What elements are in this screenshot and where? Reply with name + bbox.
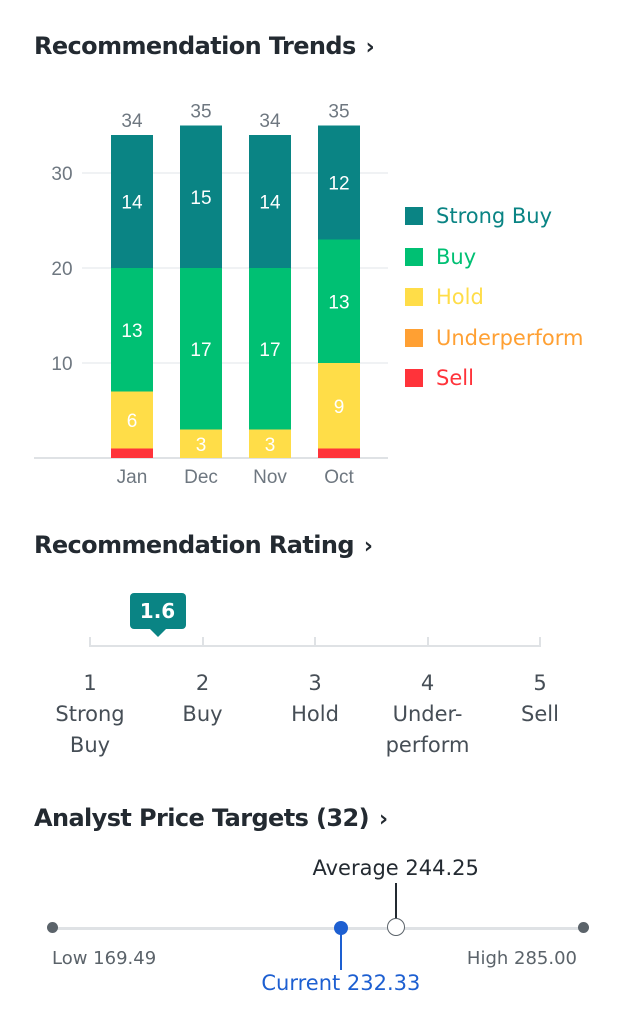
bar-segment-value-label: 12: [328, 174, 349, 195]
x-tick-label: Jan: [117, 467, 148, 488]
legend-label: Strong Buy: [436, 204, 553, 229]
low-price-label: Low 169.49: [52, 948, 157, 969]
legend-swatch: [405, 369, 423, 388]
bar-segment-value-label: 14: [259, 193, 281, 214]
bar-segment-hold: [318, 363, 360, 449]
legend-item-hold: Hold: [405, 277, 583, 318]
bar-total-label: 34: [259, 111, 281, 132]
legend-label: Hold: [436, 285, 484, 310]
recommendation-trends-chart: 10 20 30 6 13 14 34 Jan 3 17 15 35 Dec 3 17 14 34 Nov 9 13 1…: [34, 102, 388, 488]
x-tick-label: Oct: [324, 467, 354, 488]
legend-item-underperform: Underperform: [405, 318, 583, 359]
rating-value-badge: 1.6: [129, 593, 186, 637]
high-price-label: High 285.00: [466, 948, 577, 969]
rating-scale-tick: [201, 637, 204, 647]
bar-segment-value-label: 17: [190, 340, 211, 361]
rating-scale-tick: [426, 637, 429, 647]
y-tick-label: 20: [51, 259, 72, 280]
legend-label: Buy: [436, 244, 477, 269]
chart-legend: Strong Buy Buy Hold Underperform Sell: [405, 196, 583, 399]
bar-segment-strong-buy: [180, 125, 222, 268]
recommendation-rating-title[interactable]: Recommendation Rating ›: [34, 531, 373, 559]
bar-segment-buy: [318, 239, 360, 363]
chevron-right-icon: ›: [363, 534, 373, 559]
rating-scale-tick: [314, 637, 316, 647]
bar-segment-buy: [249, 268, 291, 430]
x-tick-label: Dec: [184, 467, 218, 488]
bar-segment-value-label: 3: [196, 435, 207, 456]
average-price-label: Average 244.25: [312, 856, 479, 880]
high-marker: [578, 922, 589, 933]
bar-segment-strong-buy: [111, 135, 153, 268]
average-marker: [386, 918, 405, 936]
bar-segment-value-label: 17: [259, 340, 280, 361]
analyst-price-targets-title-text: Analyst Price Targets (32): [34, 804, 370, 832]
price-range-line: [52, 927, 583, 930]
recommendation-trends-title[interactable]: Recommendation Trends ›: [34, 32, 375, 60]
bar-segment-value-label: 15: [190, 188, 211, 209]
bar-segment-sell: [111, 448, 153, 458]
bar-segment-value-label: 3: [265, 435, 276, 456]
y-tick-label: 10: [51, 354, 72, 375]
rating-scale-tick: [539, 637, 541, 647]
bar-total-label: 34: [121, 111, 143, 132]
recommendation-rating-title-text: Recommendation Rating: [34, 531, 355, 559]
x-tick-label: Nov: [253, 467, 287, 488]
legend-swatch: [405, 328, 423, 347]
legend-item-buy: Buy: [405, 237, 583, 278]
bar-segment-value-label: 9: [334, 397, 345, 418]
bar-segment-value-label: 13: [328, 292, 349, 313]
recommendation-rating-scale: 1.6 1 Strong Buy 2 Buy 3 Hold 4 Under- perf…: [0, 590, 621, 770]
rating-scale-label: 4 Under- perform: [385, 671, 470, 757]
analyst-price-targets-title[interactable]: Analyst Price Targets (32) ›: [34, 804, 388, 832]
chevron-right-icon: ›: [365, 35, 375, 60]
rating-scale-label: 3 Hold: [291, 671, 339, 726]
rating-scale-tick: [89, 637, 91, 647]
legend-label: Underperform: [436, 325, 584, 350]
current-marker-stem: [339, 930, 342, 970]
bar-total-label: 35: [190, 102, 211, 123]
legend-swatch: [405, 207, 423, 226]
bar-segment-strong-buy: [318, 125, 360, 240]
legend-item-strong-buy: Strong Buy: [405, 196, 583, 237]
bar-segment-buy: [180, 268, 222, 430]
bar-segment-hold: [180, 429, 222, 458]
bar-segment-hold: [249, 429, 291, 458]
recommendation-trends-title-text: Recommendation Trends: [34, 32, 356, 60]
low-marker: [47, 922, 58, 933]
bar-segment-value-label: 13: [121, 321, 142, 342]
bar-segment-value-label: 6: [127, 411, 138, 432]
legend-swatch: [405, 247, 423, 266]
legend-item-sell: Sell: [405, 358, 583, 399]
rating-scale-label: 1 Strong Buy: [55, 671, 125, 757]
legend-swatch: [405, 288, 423, 307]
legend-label: Sell: [436, 366, 474, 391]
current-marker: [333, 921, 348, 935]
rating-scale-label: 2 Buy: [182, 671, 223, 726]
bar-segment-buy: [111, 268, 153, 392]
price-targets-range: Low 169.49 High 285.00 Average 244.25 Cu…: [0, 850, 621, 1000]
bar-segment-hold: [111, 391, 153, 449]
current-price-label: Current 232.33: [261, 971, 421, 995]
y-tick-label: 30: [51, 164, 72, 185]
rating-scale-label: 5 Sell: [521, 671, 559, 726]
bar-segment-sell: [318, 448, 360, 458]
average-marker-stem: [394, 883, 397, 919]
bar-segment-value-label: 14: [121, 193, 143, 214]
bar-segment-strong-buy: [249, 135, 291, 268]
bar-total-label: 35: [328, 102, 349, 123]
chevron-right-icon: ›: [378, 807, 388, 832]
